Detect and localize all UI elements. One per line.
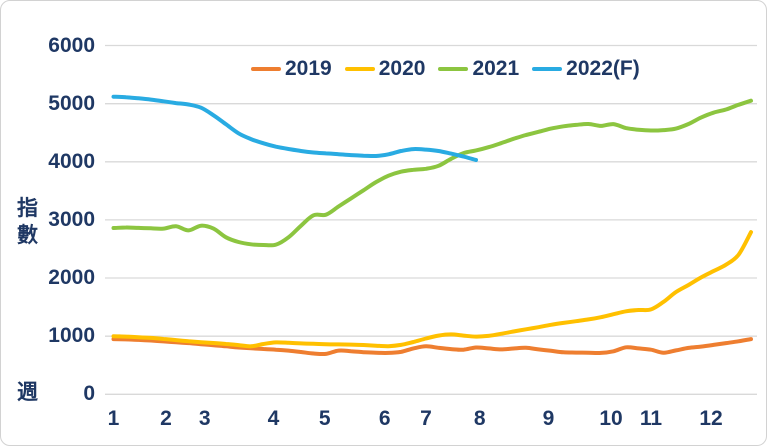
legend-item: 2020 (344, 57, 426, 81)
series-line-2020 (111, 230, 753, 349)
legend-item: 2022(F) (532, 57, 640, 81)
x-tick-label: 7 (420, 407, 432, 430)
x-tick-label: 3 (198, 407, 211, 430)
y-tick-label: 3000 (48, 207, 95, 231)
legend-label: 2019 (285, 57, 332, 80)
x-tick-label: 9 (542, 407, 555, 430)
legend-label: 2022(F) (566, 57, 640, 80)
legend-swatch-icon (344, 66, 375, 72)
x-tick-label: 6 (378, 407, 391, 430)
x-tick-label: 4 (267, 407, 280, 430)
x-tick-label: 5 (318, 407, 331, 430)
y-tick-label: 6000 (48, 33, 95, 57)
chart-legend: 2019 2020 2021 2022(F) (251, 57, 640, 81)
y-axis-title: 指數 (17, 197, 38, 247)
x-axis-title: 週 (17, 381, 38, 404)
y-tick-label: 2000 (48, 266, 95, 290)
y-tick-label: 4000 (48, 149, 95, 173)
x-tick-label: 12 (699, 407, 723, 430)
legend-item: 2019 (251, 57, 332, 81)
legend-swatch-icon (251, 66, 281, 72)
x-tick-label: 2 (160, 407, 172, 430)
series-line-2019 (111, 337, 753, 357)
x-tick-label: 10 (599, 407, 623, 430)
x-tick-label: 11 (639, 407, 663, 430)
legend-item: 2021 (438, 57, 519, 81)
series-line-2021 (111, 98, 753, 248)
y-tick-label: 1000 (48, 324, 95, 348)
y-tick-label: 5000 (48, 91, 95, 115)
legend-label: 2020 (378, 57, 426, 80)
legend-swatch-icon (438, 66, 469, 72)
legend-label: 2021 (472, 57, 520, 80)
x-tick-label: 8 (473, 407, 486, 430)
x-tick-label: 1 (107, 407, 120, 430)
series-line-2022f (111, 94, 478, 162)
legend-swatch-icon (532, 66, 563, 72)
y-tick-label: 0 (83, 382, 95, 406)
